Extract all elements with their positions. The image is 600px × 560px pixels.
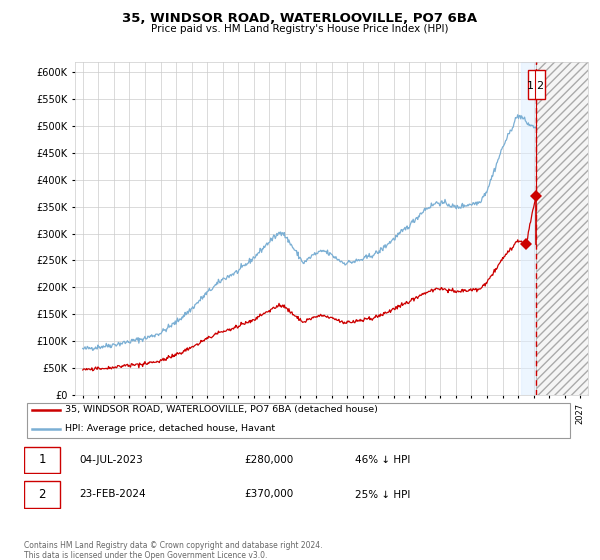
Text: 2: 2 <box>38 488 46 501</box>
Text: 23-FEB-2024: 23-FEB-2024 <box>79 489 146 500</box>
Text: HPI: Average price, detached house, Havant: HPI: Average price, detached house, Hava… <box>65 424 275 433</box>
Text: £280,000: £280,000 <box>245 455 294 465</box>
Text: 25% ↓ HPI: 25% ↓ HPI <box>355 489 410 500</box>
Text: 35, WINDSOR ROAD, WATERLOOVILLE, PO7 6BA (detached house): 35, WINDSOR ROAD, WATERLOOVILLE, PO7 6BA… <box>65 405 378 414</box>
Bar <box>521 62 536 395</box>
FancyBboxPatch shape <box>24 482 60 507</box>
Text: 2: 2 <box>536 81 544 91</box>
FancyBboxPatch shape <box>527 69 545 99</box>
Text: 1: 1 <box>38 453 46 466</box>
Text: 1: 1 <box>527 81 534 91</box>
Bar <box>536 18 588 395</box>
Text: £370,000: £370,000 <box>245 489 294 500</box>
FancyBboxPatch shape <box>27 403 571 438</box>
Text: Contains HM Land Registry data © Crown copyright and database right 2024.
This d: Contains HM Land Registry data © Crown c… <box>24 541 323 560</box>
Text: 46% ↓ HPI: 46% ↓ HPI <box>355 455 410 465</box>
FancyBboxPatch shape <box>24 447 60 473</box>
Text: Price paid vs. HM Land Registry's House Price Index (HPI): Price paid vs. HM Land Registry's House … <box>151 24 449 34</box>
Text: 04-JUL-2023: 04-JUL-2023 <box>79 455 143 465</box>
Text: 35, WINDSOR ROAD, WATERLOOVILLE, PO7 6BA: 35, WINDSOR ROAD, WATERLOOVILLE, PO7 6BA <box>122 12 478 25</box>
